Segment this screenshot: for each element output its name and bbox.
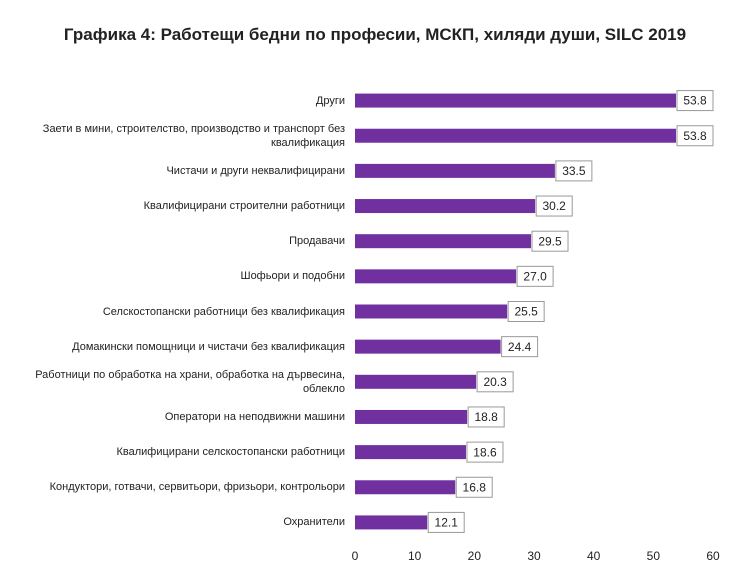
category-label: Чистачи и други неквалифицирани <box>166 164 345 177</box>
category-label: Оператори на неподвижни машини <box>164 410 345 423</box>
category-label: Други <box>315 94 345 107</box>
value-label-box <box>466 441 504 463</box>
value-label: 27.0 <box>523 270 547 284</box>
x-tick-label: 60 <box>706 549 720 563</box>
x-tick-label: 50 <box>647 549 661 563</box>
bar <box>355 304 508 319</box>
value-label: 29.5 <box>538 234 562 248</box>
value-label-box <box>531 230 569 252</box>
bar <box>355 480 456 495</box>
category-label: Селскостопански работници без квалификац… <box>102 305 345 318</box>
category-label: Продавачи <box>289 235 345 248</box>
category-label: Работници по обработка на храни, обработ… <box>35 368 345 395</box>
bar <box>355 445 466 460</box>
bar <box>355 163 555 178</box>
category-label: Охранители <box>283 516 345 529</box>
value-label: 53.8 <box>683 129 707 143</box>
value-label: 53.8 <box>683 94 707 108</box>
value-label: 20.3 <box>483 375 507 389</box>
value-label: 33.5 <box>562 164 586 178</box>
x-tick-label: 20 <box>468 549 482 563</box>
category-label: Квалифицирани селскостопански работници <box>116 446 346 459</box>
category-label: Квалифицирани строителни работници <box>143 200 345 213</box>
category-label: Домакински помощници и чистачи без квали… <box>72 340 345 353</box>
value-label-box <box>427 511 465 533</box>
category-label: Шофьори и подобни <box>240 270 345 283</box>
value-label-box <box>676 90 714 112</box>
value-label: 25.5 <box>514 305 538 319</box>
value-label: 18.6 <box>473 445 497 459</box>
value-label-box <box>516 265 554 287</box>
x-tick-label: 30 <box>527 549 541 563</box>
bar <box>355 374 477 389</box>
x-tick-label: 0 <box>352 549 359 563</box>
value-label-box <box>501 336 539 358</box>
value-label-box <box>555 160 593 182</box>
value-label: 16.8 <box>463 480 487 494</box>
value-label-box <box>507 301 545 322</box>
value-label-box <box>467 406 505 428</box>
category-label: Кондуктори, готвачи, сервитьори, фризьор… <box>49 481 345 494</box>
value-label-box <box>676 125 714 147</box>
value-label-box <box>535 195 573 217</box>
bar <box>355 269 517 284</box>
category-label: Заети в мини, строителство, производство… <box>42 122 345 149</box>
x-tick-label: 40 <box>587 549 601 563</box>
bar <box>355 128 677 143</box>
value-label-box <box>455 476 493 498</box>
bar <box>355 409 468 424</box>
chart-title: Графика 4: Работещи бедни по професии, М… <box>63 25 687 44</box>
bar <box>355 234 532 249</box>
value-label: 18.8 <box>474 410 498 424</box>
value-label: 12.1 <box>435 516 459 530</box>
bar <box>355 199 536 214</box>
bar <box>355 339 501 354</box>
value-label-box <box>476 371 514 393</box>
value-label: 24.4 <box>508 340 532 354</box>
x-tick-label: 10 <box>408 549 422 563</box>
bar <box>355 515 428 530</box>
bar <box>355 93 677 108</box>
value-label: 30.2 <box>543 199 567 213</box>
